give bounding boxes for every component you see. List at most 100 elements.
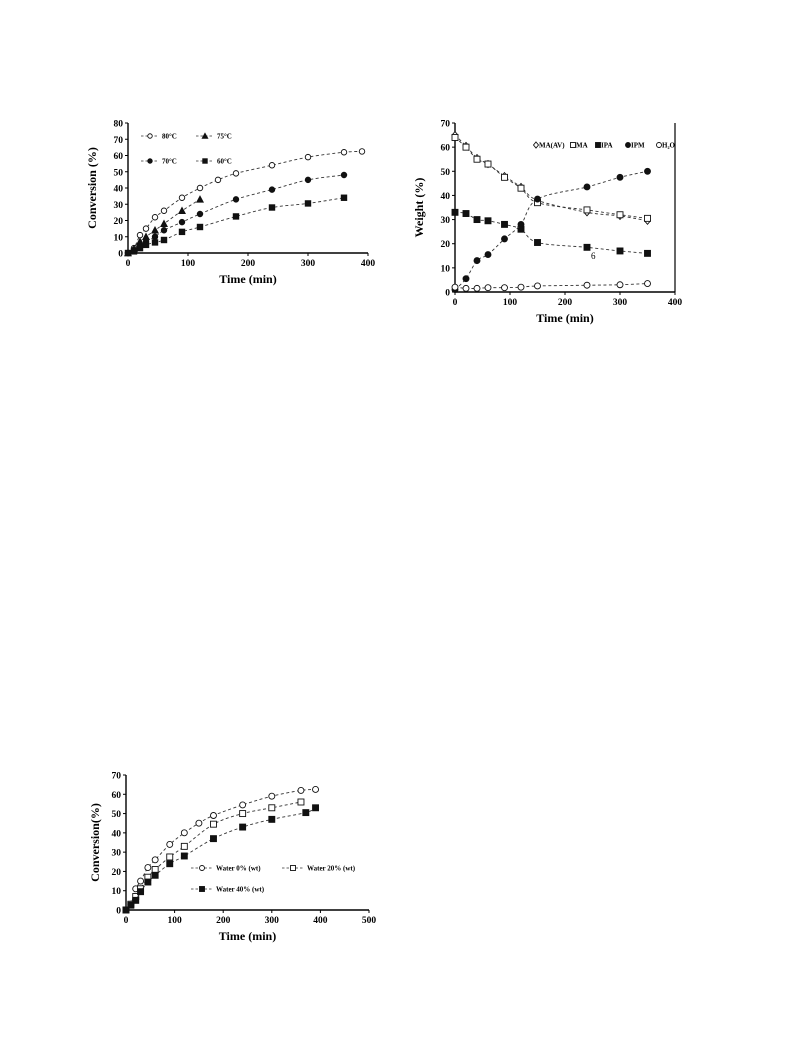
y-tick-label: 40 <box>441 192 451 202</box>
data-point <box>297 798 305 806</box>
legend-marker <box>199 865 205 871</box>
legend-label: 75°C <box>217 133 232 141</box>
series-trend-line <box>454 134 648 222</box>
data-point <box>239 810 247 818</box>
y-tick-label: 40 <box>114 185 124 195</box>
series-0 <box>122 786 319 914</box>
data-point <box>127 901 135 909</box>
legend-entry: Water 20% (wt) <box>282 865 356 873</box>
y-tick-label: 20 <box>114 217 124 227</box>
x-tick-label: 400 <box>668 298 683 308</box>
data-point <box>517 220 525 228</box>
data-point <box>534 195 541 203</box>
legend-marker <box>625 142 631 148</box>
data-point <box>484 251 492 259</box>
data-point <box>166 853 174 861</box>
y-tick-label: 70 <box>114 136 124 146</box>
data-point <box>210 835 217 843</box>
legend-label: MA <box>576 142 588 150</box>
x-tick-label: 0 <box>124 916 129 926</box>
data-point <box>501 284 508 292</box>
annotation-text: 6 <box>591 251 596 261</box>
x-tick-label: 300 <box>301 259 316 269</box>
legend-entry: 80°C <box>141 133 177 141</box>
legend-marker <box>656 142 662 148</box>
data-point <box>484 284 492 292</box>
y-tick-label: 60 <box>114 152 124 162</box>
legend-label: 80°C <box>162 133 177 141</box>
x-tick-label: 400 <box>361 259 376 269</box>
y-tick-label: 20 <box>441 240 451 250</box>
data-point <box>268 186 276 193</box>
data-point <box>159 219 169 227</box>
y-tick-label: 60 <box>112 791 122 801</box>
data-point <box>124 249 132 257</box>
data-point <box>268 804 276 812</box>
y-tick-label: 70 <box>112 772 122 782</box>
y-tick-label: 10 <box>112 887 122 897</box>
legend-entry: Water 40% (wt) <box>191 886 265 894</box>
y-tick-label: 0 <box>116 907 121 917</box>
data-point <box>151 239 159 246</box>
series-4 <box>451 280 651 292</box>
data-point <box>473 257 481 265</box>
legend-marker <box>201 132 209 139</box>
legend-label: Water 20% (wt) <box>307 865 356 873</box>
data-point <box>132 896 140 904</box>
data-point <box>616 211 624 219</box>
data-point <box>130 248 138 255</box>
y-tick-label: 50 <box>114 168 124 178</box>
y-tick-label: 10 <box>114 233 124 243</box>
data-point <box>473 155 481 163</box>
data-point <box>160 236 168 244</box>
x-tick-label: 200 <box>241 259 256 269</box>
data-point <box>644 167 651 175</box>
x-tick-label: 500 <box>362 916 377 926</box>
legend-marker <box>595 142 601 148</box>
data-point <box>517 184 525 192</box>
data-point <box>210 820 217 828</box>
y-axis-label: Conversion(%) <box>88 803 102 882</box>
data-point <box>196 223 204 231</box>
data-point <box>312 804 319 812</box>
y-tick-label: 50 <box>441 168 451 178</box>
legend-entry: MA <box>570 142 588 150</box>
data-point <box>180 829 188 837</box>
legend-marker <box>532 141 540 149</box>
data-point <box>150 226 160 234</box>
legend-label: Water 40% (wt) <box>216 886 265 894</box>
legend-entry: H₂O <box>656 142 676 150</box>
data-point <box>462 284 470 292</box>
x-tick-label: 200 <box>216 916 231 926</box>
data-point <box>239 823 247 831</box>
y-tick-label: 80 <box>114 120 124 130</box>
data-point <box>137 888 145 896</box>
data-point <box>534 282 541 290</box>
data-point <box>304 153 312 161</box>
data-point <box>232 170 240 177</box>
data-point <box>340 171 348 179</box>
legend-entry: 75°C <box>196 132 232 141</box>
data-point <box>451 208 459 216</box>
data-point <box>616 281 624 289</box>
y-tick-label: 40 <box>112 829 122 839</box>
legend-entry: Water 0% (wt) <box>191 865 261 873</box>
y-tick-label: 60 <box>441 144 451 154</box>
data-point <box>583 206 591 214</box>
legend-marker <box>202 158 208 164</box>
x-axis-label: Time (min) <box>219 929 276 943</box>
data-point <box>196 210 204 218</box>
series-2 <box>122 804 319 914</box>
data-point <box>180 842 188 850</box>
legend-entry: MA(AV) <box>532 141 565 150</box>
data-point <box>501 173 508 181</box>
data-point <box>517 283 525 291</box>
data-point <box>268 815 276 823</box>
data-point <box>214 176 222 184</box>
data-point <box>340 149 348 156</box>
data-point <box>144 878 152 886</box>
x-tick-label: 300 <box>613 298 628 308</box>
y-axis-label: Conversion (%) <box>85 147 99 229</box>
data-point <box>583 281 591 289</box>
data-point <box>268 792 276 800</box>
